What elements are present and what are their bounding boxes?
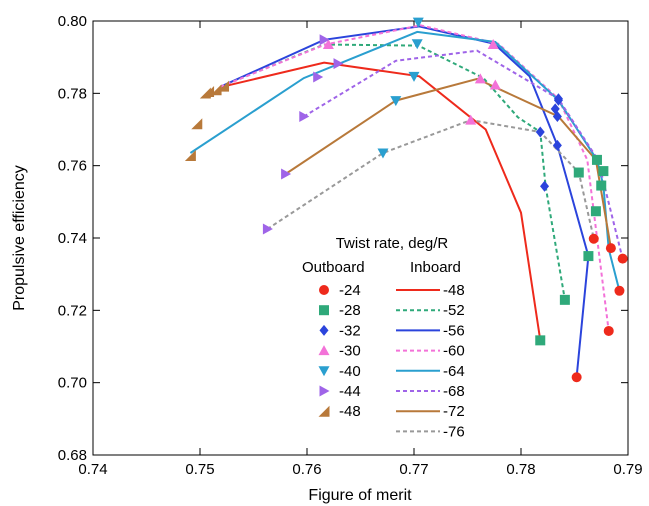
marker-outboard-24 (571, 372, 582, 383)
y-tick-label: 0.68 (58, 447, 87, 464)
marker-outboard-44 (319, 34, 330, 46)
x-tick-label: 0.77 (399, 461, 428, 478)
marker-outboard-32 (553, 93, 563, 105)
legend-entries: -24 -28 -32 -30 -40 -44 -48 -48 -52 -56 -60 -64 -68 -… (318, 282, 465, 440)
y-ticks: 0.68 0.70 0.72 0.74 0.76 0.78 0.80 (58, 13, 628, 464)
marker-outboard-48 (191, 118, 203, 130)
y-axis-label: Propulsive efficiency (11, 165, 28, 311)
legend-title: Twist rate, deg/R (336, 235, 449, 252)
series-lines (189, 24, 624, 378)
marker-outboard-28 (590, 206, 601, 217)
inboard-line-68 (303, 49, 624, 259)
x-tick-label: 0.78 (506, 461, 535, 478)
inboard-line-56 (219, 25, 590, 378)
inboard-line-48 (220, 61, 542, 341)
legend-inboard-label: -48 (443, 282, 465, 299)
legend-inboard-label: -64 (443, 363, 465, 380)
marker-outboard-30 (474, 73, 486, 84)
marker-outboard-44 (281, 168, 292, 180)
inboard-line-76 (266, 119, 595, 239)
legend-inboard-label: -68 (443, 383, 465, 400)
inboard-line-60 (219, 24, 610, 332)
marker-outboard-32 (535, 126, 545, 138)
legend-inboard-label: -56 (443, 322, 465, 339)
x-tick-label: 0.79 (613, 461, 642, 478)
legend-inboard-label: -72 (443, 403, 465, 420)
x-tick-label: 0.74 (78, 461, 107, 478)
marker-outboard-30 (487, 39, 499, 50)
legend-inboard-label: -76 (443, 423, 465, 440)
marker-outboard-48 (184, 150, 196, 162)
legend-marker-40 (318, 366, 330, 377)
legend: Twist rate, deg/R Outboard Inboard -24-2… (302, 235, 465, 440)
marker-outboard-28 (573, 167, 584, 178)
legend-inboard-label: -60 (443, 343, 465, 360)
legend-outboard-label: -30 (339, 343, 361, 360)
legend-outboard-label: -40 (339, 363, 361, 380)
marker-outboard-30 (489, 79, 501, 90)
series-markers (184, 17, 628, 383)
marker-outboard-44 (313, 71, 324, 83)
marker-outboard-24 (617, 253, 628, 264)
marker-outboard-40 (411, 39, 423, 50)
marker-outboard-44 (262, 223, 273, 235)
y-tick-label: 0.80 (58, 13, 87, 30)
marker-outboard-48 (210, 84, 222, 96)
marker-outboard-24 (603, 325, 614, 336)
x-axis-label: Figure of merit (308, 487, 412, 504)
legend-marker-44 (319, 385, 330, 397)
marker-outboard-24 (614, 285, 625, 296)
inboard-line-52 (219, 43, 566, 300)
legend-inboard-label: -52 (443, 302, 465, 319)
marker-outboard-40 (408, 71, 420, 82)
legend-marker-32 (319, 324, 329, 336)
legend-outboard-label: -28 (339, 302, 361, 319)
marker-outboard-30 (322, 39, 334, 50)
legend-outboard-label: -32 (339, 322, 361, 339)
legend-outboard-label: -24 (339, 282, 361, 299)
marker-outboard-28 (591, 154, 602, 165)
legend-marker-24 (319, 285, 329, 295)
legend-marker-28 (319, 305, 329, 316)
legend-marker-30 (318, 345, 330, 356)
marker-outboard-28 (598, 166, 609, 177)
marker-outboard-32 (552, 139, 562, 151)
marker-outboard-28 (559, 294, 570, 305)
x-tick-label: 0.75 (185, 461, 214, 478)
legend-marker-48 (318, 405, 330, 417)
legend-outboard-label: -48 (339, 403, 361, 420)
marker-outboard-40 (390, 96, 402, 107)
marker-outboard-30 (465, 114, 477, 125)
legend-outboard-label: -44 (339, 383, 361, 400)
marker-outboard-24 (588, 233, 599, 244)
marker-outboard-40 (377, 148, 389, 159)
marker-outboard-48 (218, 80, 230, 92)
y-tick-label: 0.72 (58, 302, 87, 319)
marker-outboard-28 (535, 335, 546, 346)
marker-outboard-24 (605, 243, 616, 254)
marker-outboard-40 (412, 17, 424, 28)
x-ticks: 0.74 0.75 0.76 0.77 0.78 0.79 (78, 21, 643, 478)
legend-header-inboard: Inboard (410, 259, 461, 276)
marker-outboard-32 (552, 110, 562, 122)
y-tick-label: 0.70 (58, 375, 87, 392)
marker-outboard-48 (203, 86, 215, 98)
y-tick-label: 0.76 (58, 158, 87, 175)
y-tick-label: 0.74 (58, 230, 87, 247)
marker-outboard-44 (333, 58, 344, 70)
x-tick-label: 0.76 (292, 461, 321, 478)
marker-outboard-28 (583, 251, 594, 262)
y-tick-label: 0.78 (58, 85, 87, 102)
marker-outboard-44 (299, 110, 310, 122)
marker-outboard-32 (540, 180, 550, 192)
legend-header-outboard: Outboard (302, 259, 365, 276)
marker-outboard-28 (596, 180, 607, 191)
